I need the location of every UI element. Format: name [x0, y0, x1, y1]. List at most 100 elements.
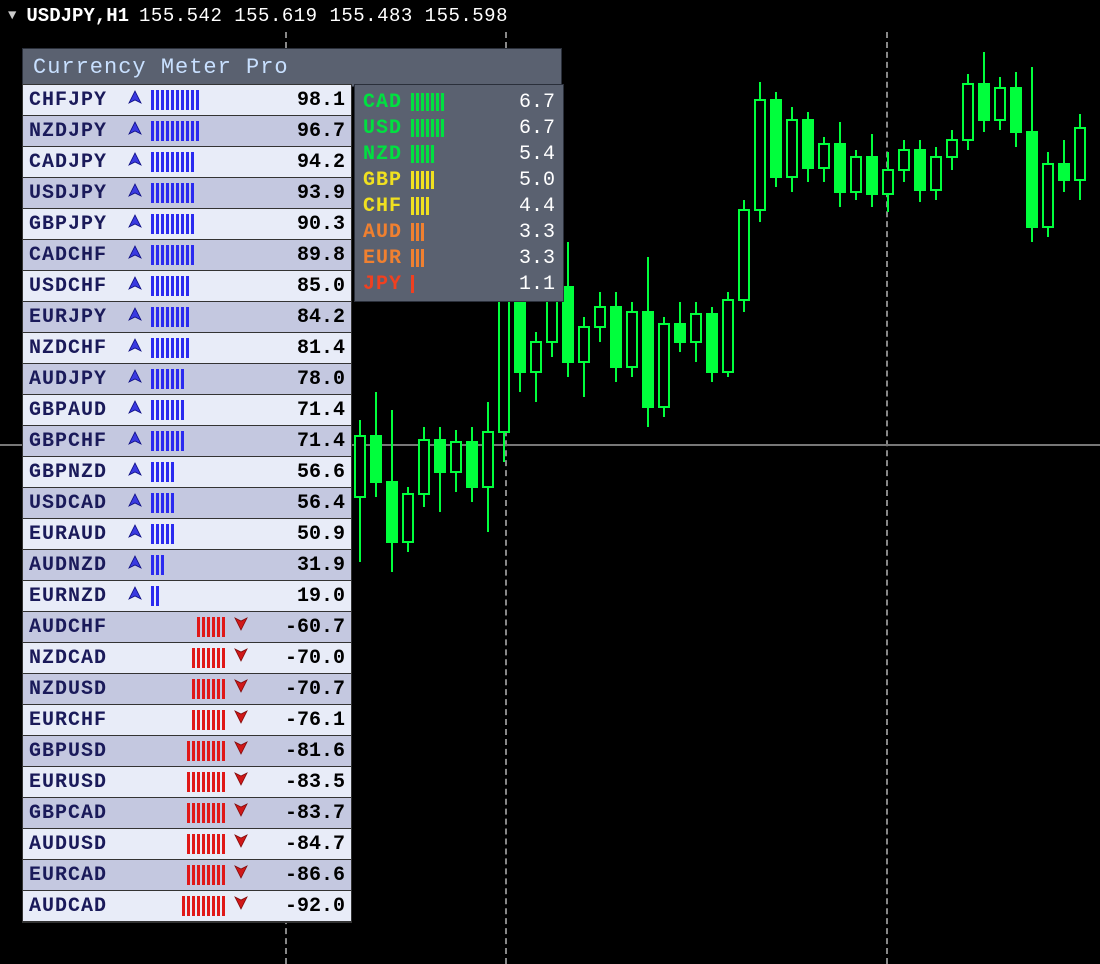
pair-row[interactable]: NZDUSD-70.7: [23, 674, 351, 705]
arrow-up-icon: [125, 461, 145, 483]
arrow-down-icon: [231, 678, 251, 700]
pair-value: -70.0: [257, 647, 345, 670]
pair-label: EURCAD: [29, 864, 119, 887]
currency-bars: [411, 249, 491, 267]
strength-bars: [151, 400, 251, 420]
pair-label: GBPUSD: [29, 740, 119, 763]
chart-area[interactable]: Currency Meter Pro CHFJPY98.1NZDJPY96.7C…: [0, 32, 1100, 964]
currency-row[interactable]: CAD6.7: [363, 89, 555, 115]
pair-label: EURCHF: [29, 709, 119, 732]
currency-label: CAD: [363, 91, 411, 114]
currency-row[interactable]: USD6.7: [363, 115, 555, 141]
pair-row[interactable]: GBPCHF71.4: [23, 426, 351, 457]
strength-bars: [125, 896, 225, 916]
currency-row[interactable]: EUR3.3: [363, 245, 555, 271]
pair-row[interactable]: GBPJPY90.3: [23, 209, 351, 240]
pair-value: 98.1: [257, 89, 345, 112]
currency-bars: [411, 197, 491, 215]
currency-label: GBP: [363, 169, 411, 192]
strength-bars: [151, 586, 251, 606]
pair-row[interactable]: EURAUD50.9: [23, 519, 351, 550]
pair-row[interactable]: NZDCAD-70.0: [23, 643, 351, 674]
strength-bars: [125, 710, 225, 730]
pair-row[interactable]: EURJPY84.2: [23, 302, 351, 333]
currency-row[interactable]: NZD5.4: [363, 141, 555, 167]
pair-label: GBPNZD: [29, 461, 119, 484]
pair-label: CHFJPY: [29, 89, 119, 112]
symbol-label: USDJPY,H1: [26, 5, 129, 27]
arrow-up-icon: [125, 337, 145, 359]
pair-row[interactable]: AUDCAD-92.0: [23, 891, 351, 922]
strength-bars: [151, 524, 251, 544]
currency-label: JPY: [363, 273, 411, 296]
currency-value: 3.3: [491, 247, 555, 270]
pair-value: 78.0: [257, 368, 345, 391]
strength-bars: [125, 803, 225, 823]
pair-row[interactable]: AUDCHF-60.7: [23, 612, 351, 643]
pair-label: AUDNZD: [29, 554, 119, 577]
pair-value: 19.0: [257, 585, 345, 608]
pair-value: -86.6: [257, 864, 345, 887]
pair-value: -83.7: [257, 802, 345, 825]
pair-value: 56.4: [257, 492, 345, 515]
pair-value: 71.4: [257, 430, 345, 453]
strength-bars: [125, 772, 225, 792]
pair-row[interactable]: CADCHF89.8: [23, 240, 351, 271]
pair-row[interactable]: AUDNZD 31.9: [23, 550, 351, 581]
pair-label: GBPJPY: [29, 213, 119, 236]
currency-row[interactable]: AUD3.3: [363, 219, 555, 245]
pair-label: CADCHF: [29, 244, 119, 267]
pair-row[interactable]: GBPNZD56.6: [23, 457, 351, 488]
currency-row[interactable]: JPY1.1: [363, 271, 555, 297]
pair-row[interactable]: EURCHF -76.1: [23, 705, 351, 736]
pair-label: AUDCHF: [29, 616, 119, 639]
strength-bars: [151, 183, 251, 203]
currency-value: 5.4: [491, 143, 555, 166]
pair-row[interactable]: GBPUSD-81.6: [23, 736, 351, 767]
arrow-up-icon: [125, 492, 145, 514]
arrow-up-icon: [125, 430, 145, 452]
pair-row[interactable]: USDCHF85.0: [23, 271, 351, 302]
pair-row[interactable]: AUDUSD-84.7: [23, 829, 351, 860]
pair-row[interactable]: CADJPY94.2: [23, 147, 351, 178]
pair-row[interactable]: USDJPY93.9: [23, 178, 351, 209]
pair-row[interactable]: GBPCAD-83.7: [23, 798, 351, 829]
currency-value: 5.0: [491, 169, 555, 192]
pair-row[interactable]: CHFJPY 98.1: [23, 85, 351, 116]
currency-row[interactable]: GBP 5.0: [363, 167, 555, 193]
pair-value: -83.5: [257, 771, 345, 794]
pair-row[interactable]: NZDJPY96.7: [23, 116, 351, 147]
arrow-up-icon: [125, 275, 145, 297]
arrow-up-icon: [125, 151, 145, 173]
pair-row[interactable]: EURCAD -86.6: [23, 860, 351, 891]
currency-bars: [411, 93, 491, 111]
pair-row[interactable]: EURNZD19.0: [23, 581, 351, 612]
currency-row[interactable]: CHF4.4: [363, 193, 555, 219]
arrow-down-icon: [231, 709, 251, 731]
pair-label: AUDUSD: [29, 833, 119, 856]
strength-bars: [125, 741, 225, 761]
strength-bars: [151, 307, 251, 327]
pair-value: -76.1: [257, 709, 345, 732]
currency-value: 6.7: [491, 117, 555, 140]
pair-row[interactable]: EURUSD-83.5: [23, 767, 351, 798]
strength-bars: [151, 245, 251, 265]
pair-row[interactable]: USDCAD56.4: [23, 488, 351, 519]
strength-bars: [151, 493, 251, 513]
dropdown-caret-icon[interactable]: ▼: [8, 8, 16, 24]
arrow-up-icon: [125, 89, 145, 111]
pair-value: 81.4: [257, 337, 345, 360]
arrow-down-icon: [231, 802, 251, 824]
strength-bars: [151, 462, 251, 482]
pair-row[interactable]: AUDJPY 78.0: [23, 364, 351, 395]
pair-value: 31.9: [257, 554, 345, 577]
currency-label: AUD: [363, 221, 411, 244]
pair-row[interactable]: GBPAUD71.4: [23, 395, 351, 426]
currency-bars: [411, 119, 491, 137]
strength-bars: [151, 369, 251, 389]
arrow-up-icon: [125, 523, 145, 545]
pair-row[interactable]: NZDCHF81.4: [23, 333, 351, 364]
arrow-up-icon: [125, 554, 145, 576]
pair-label: USDCHF: [29, 275, 119, 298]
pair-label: AUDJPY: [29, 368, 119, 391]
